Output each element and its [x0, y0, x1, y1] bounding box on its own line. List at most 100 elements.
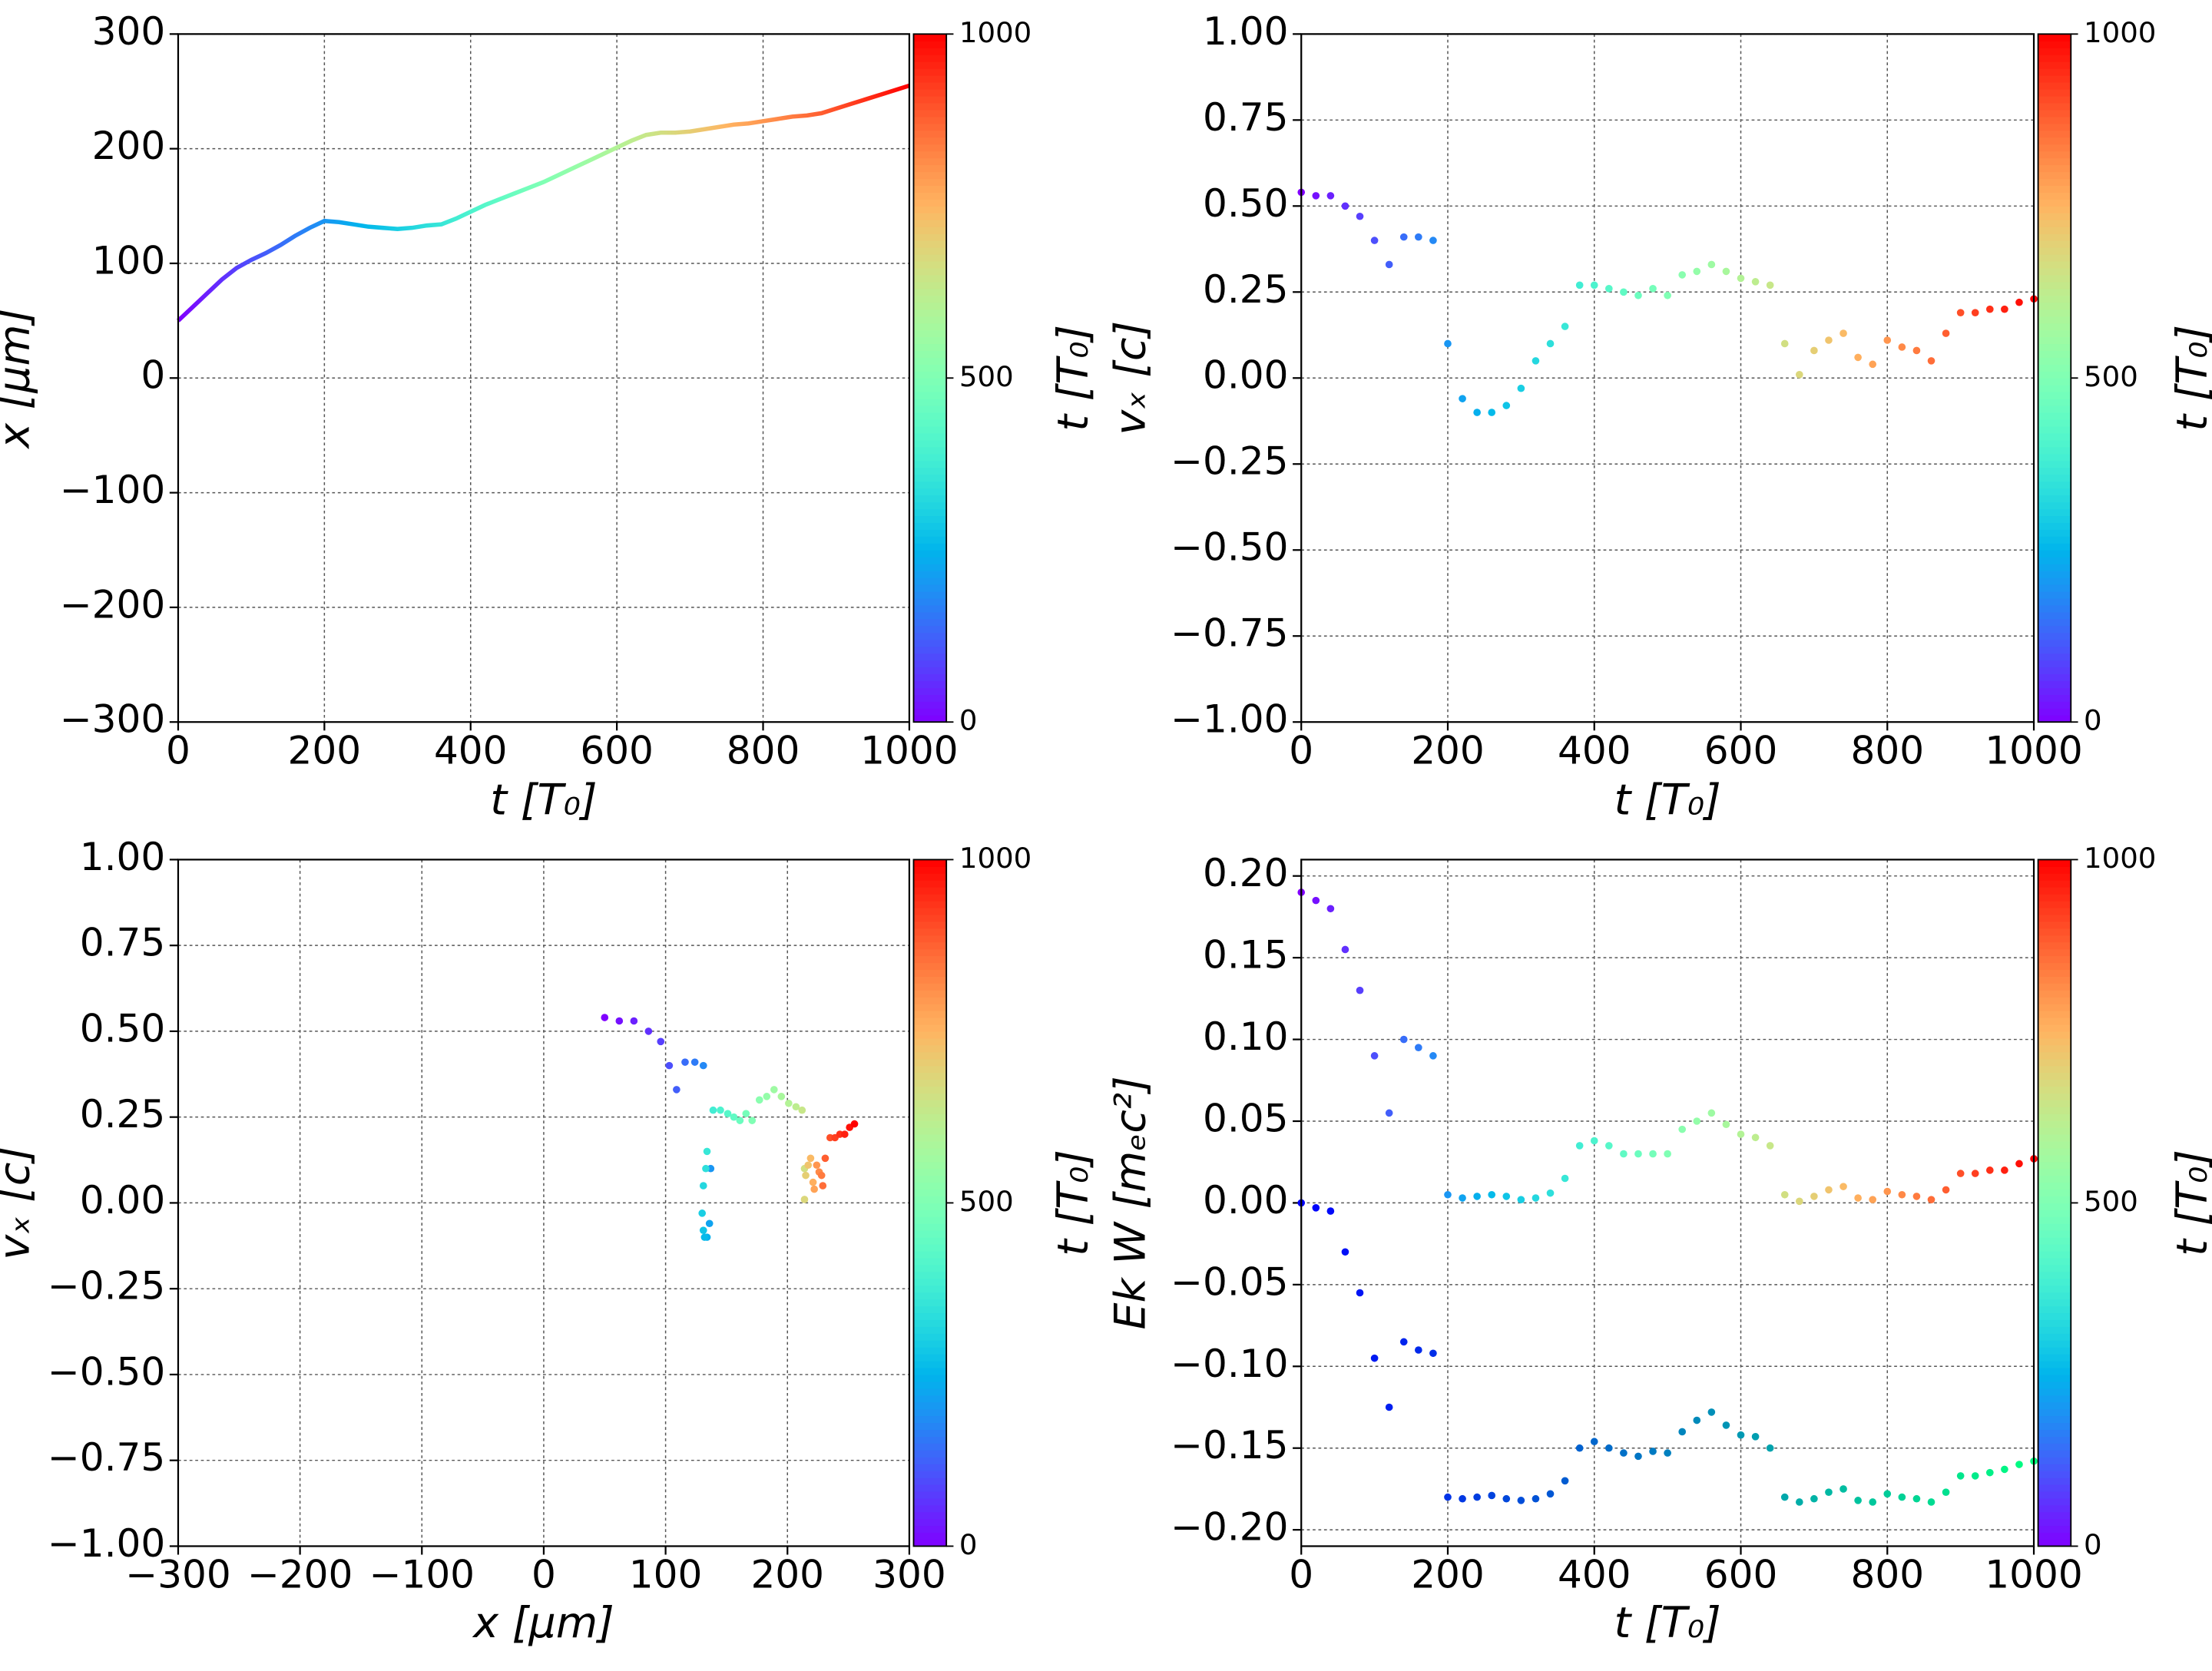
- colorbar-label: t [T₀]: [2167, 325, 2212, 432]
- colorbar-cell: [913, 1491, 947, 1499]
- data-point: [1429, 1349, 1437, 1358]
- colorbar-cell: [2038, 1195, 2071, 1203]
- data-point: [1356, 1289, 1364, 1297]
- colorbar-cell: [913, 1497, 947, 1506]
- colorbar-cell: [2038, 714, 2071, 723]
- y-axis-label: x [μm]: [0, 308, 39, 450]
- colorbar-cell: [913, 1525, 947, 1534]
- colorbar-cell: [2038, 47, 2071, 55]
- colorbar-cell: [913, 1278, 947, 1286]
- data-point: [1985, 1166, 1994, 1174]
- colorbar-cell: [913, 1299, 947, 1307]
- data-point: [1649, 1150, 1657, 1158]
- data-point: [1415, 1044, 1422, 1052]
- data-point: [1883, 336, 1892, 344]
- colorbar-cell: [2038, 384, 2071, 392]
- colorbar-cell: [2038, 1003, 2071, 1011]
- data-point: [1971, 1170, 1979, 1177]
- colorbar-cell: [913, 1271, 947, 1279]
- x-tick-label: 400: [1558, 1553, 1631, 1597]
- colorbar-cell: [913, 948, 947, 957]
- colorbar-cell: [913, 1381, 947, 1389]
- colorbar-cell: [913, 432, 947, 441]
- data-point: [1341, 1248, 1349, 1256]
- colorbar-cell: [913, 95, 947, 104]
- colorbar-cell: [2038, 707, 2071, 716]
- x-tick-label: 800: [1850, 1553, 1924, 1597]
- colorbar-cell: [913, 886, 947, 895]
- colorbar-cell: [2038, 1299, 2071, 1307]
- colorbar-cell: [913, 653, 947, 661]
- data-point: [1883, 1187, 1892, 1196]
- colorbar-cell: [913, 474, 947, 482]
- y-tick-label: −300: [60, 697, 166, 742]
- colorbar-cell: [913, 597, 947, 606]
- x-tick-label: 600: [580, 728, 654, 773]
- colorbar-cell: [913, 1031, 947, 1039]
- colorbar-cell: [913, 591, 947, 599]
- colorbar-cell: [913, 1133, 947, 1142]
- colorbar-cell: [2038, 907, 2071, 915]
- colorbar-cell: [913, 549, 947, 558]
- x-tick-label: 200: [1411, 728, 1485, 773]
- colorbar-cell: [2038, 521, 2071, 530]
- x-tick-label: 1000: [1985, 1553, 2082, 1597]
- data-point: [1912, 1193, 1921, 1200]
- data-point: [777, 1093, 786, 1100]
- colorbar-cell: [913, 1532, 947, 1540]
- colorbar-cell: [913, 714, 947, 723]
- colorbar-cell: [913, 1243, 947, 1252]
- data-point: [1678, 271, 1687, 279]
- colorbar-cell: [913, 1106, 947, 1114]
- data-point: [850, 1120, 859, 1128]
- colorbar-cell: [913, 570, 947, 578]
- colorbar-cell: [2038, 1360, 2071, 1368]
- data-point: [601, 1014, 609, 1021]
- colorbar-cell: [2038, 274, 2071, 283]
- colorbar-cell: [913, 1367, 947, 1375]
- colorbar-cell: [913, 1010, 947, 1018]
- colorbar-cell: [2038, 467, 2071, 475]
- data-point: [1956, 309, 1965, 316]
- data-point: [1649, 285, 1657, 293]
- y-axis-label: Ek W [mₑc²]: [1105, 1076, 1155, 1329]
- data-point: [1429, 1052, 1437, 1060]
- colorbar-cell: [2038, 982, 2071, 991]
- colorbar-cell: [913, 556, 947, 564]
- colorbar-cell: [913, 349, 947, 358]
- colorbar-cell: [2038, 212, 2071, 220]
- colorbar-cell: [2038, 1421, 2071, 1431]
- data-point: [1810, 346, 1818, 355]
- colorbar-cell: [913, 1209, 947, 1217]
- colorbar-tick-label: 500: [2084, 1185, 2138, 1218]
- data-point: [1561, 1477, 1569, 1485]
- colorbar-cell: [2038, 886, 2071, 895]
- colorbar-cell: [913, 1216, 947, 1224]
- data-point: [1795, 370, 1803, 379]
- colorbar-cell: [913, 1044, 947, 1053]
- colorbar-cell: [913, 453, 947, 462]
- data-point: [1722, 1421, 1730, 1429]
- data-point: [1737, 1130, 1745, 1138]
- colorbar-cell: [913, 1421, 947, 1431]
- data-point: [1825, 1488, 1833, 1497]
- data-point: [1532, 357, 1540, 365]
- colorbar-cell: [913, 212, 947, 220]
- colorbar-cell: [2038, 1456, 2071, 1464]
- colorbar-cell: [913, 1442, 947, 1451]
- colorbar-cell: [913, 1195, 947, 1203]
- data-point: [1942, 1186, 1950, 1194]
- data-point: [810, 1185, 818, 1193]
- colorbar-cell: [2038, 1408, 2071, 1417]
- colorbar-cell: [2038, 363, 2071, 372]
- y-tick-label: 0.15: [1203, 933, 1289, 978]
- colorbar-cell: [913, 515, 947, 523]
- colorbar-cell: [2038, 1140, 2071, 1149]
- colorbar-cell: [2038, 1491, 2071, 1499]
- colorbar-cell: [2038, 700, 2071, 709]
- colorbar-cell: [2038, 1037, 2071, 1046]
- colorbar-cell: [913, 233, 947, 241]
- data-point: [1649, 1448, 1657, 1455]
- colorbar-cell: [2038, 1250, 2071, 1259]
- colorbar-cell: [2038, 54, 2071, 62]
